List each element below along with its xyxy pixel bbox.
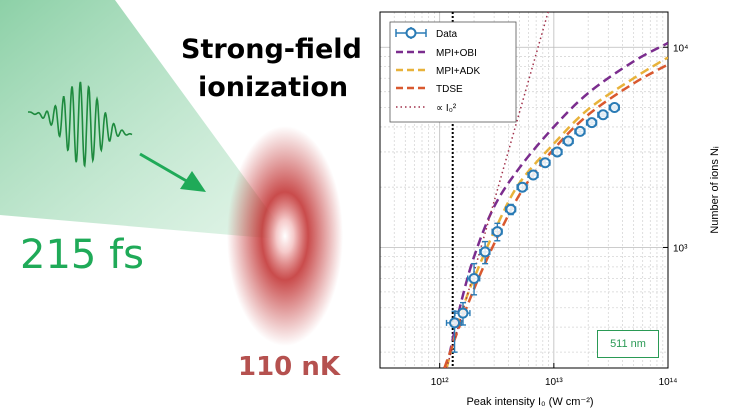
plot-frame xyxy=(379,11,669,369)
axis-ticks: 10¹² 10¹³ 10¹⁴ 10³ 10⁴ xyxy=(431,43,689,388)
beam-arrow-shaft xyxy=(139,152,191,185)
legend-label-i0-squared: ∝ I₀² xyxy=(436,103,457,114)
x-axis-label: Peak intensity I₀ (W cm⁻²) xyxy=(466,396,593,408)
legend-label-data: Data xyxy=(436,29,458,40)
data-marker xyxy=(516,181,528,193)
data-point xyxy=(467,262,481,296)
laser-beam xyxy=(0,0,290,240)
data-marker xyxy=(551,146,563,158)
data-point xyxy=(479,240,491,265)
legend-data-marker xyxy=(405,27,417,39)
data-point xyxy=(527,169,539,181)
data-point xyxy=(551,146,563,158)
data-marker xyxy=(449,317,461,329)
data-point xyxy=(574,125,586,137)
title-line-1: Strong-field xyxy=(181,34,362,65)
pulse-waveform xyxy=(28,81,133,168)
data-point xyxy=(491,222,503,242)
data-marker xyxy=(562,135,574,147)
data-marker xyxy=(491,226,503,238)
data-marker xyxy=(479,246,491,258)
legend-label-mpi-adk: MPI+ADK xyxy=(436,66,481,77)
x-tick-label: 10¹² xyxy=(431,377,449,388)
data-point xyxy=(608,102,621,114)
temperature-label: 110 nK xyxy=(238,352,340,382)
x-tick-label: 10¹³ xyxy=(545,377,563,388)
data-marker xyxy=(468,272,480,284)
data-marker xyxy=(527,169,539,181)
data-point xyxy=(597,109,609,121)
data-marker xyxy=(539,157,551,169)
data-marker xyxy=(597,109,609,121)
y-tick-label: 10³ xyxy=(673,243,688,254)
x-tick-label: 10¹⁴ xyxy=(659,377,678,388)
data-point xyxy=(516,181,528,193)
y-tick-label: 10⁴ xyxy=(673,43,688,54)
wavelength-label: 511 nm xyxy=(597,330,659,358)
data-point xyxy=(539,157,551,169)
title-line-2: ionization xyxy=(198,72,349,103)
legend: Data MPI+OBI MPI+ADK TDSE ∝ I₀² xyxy=(389,21,517,123)
data-point xyxy=(445,310,463,353)
data-marker xyxy=(586,117,598,129)
data-marker xyxy=(609,102,621,114)
data-point xyxy=(585,117,598,129)
data-point xyxy=(504,203,517,216)
legend-label-mpi-obi: MPI+OBI xyxy=(436,48,477,59)
data-marker xyxy=(574,125,586,137)
curve-mpi-obi xyxy=(445,41,668,368)
data-marker xyxy=(457,307,469,319)
data-points xyxy=(445,102,621,353)
beam-arrow-head xyxy=(180,171,206,192)
data-point xyxy=(562,135,574,147)
data-marker xyxy=(505,203,517,215)
y-axis-label: Number of ions Nᵢ xyxy=(709,146,721,234)
data-point xyxy=(454,301,471,326)
pulse-duration-label: 215 fs xyxy=(20,232,144,278)
legend-label-tdse: TDSE xyxy=(436,84,463,95)
atom-cloud xyxy=(227,126,343,346)
